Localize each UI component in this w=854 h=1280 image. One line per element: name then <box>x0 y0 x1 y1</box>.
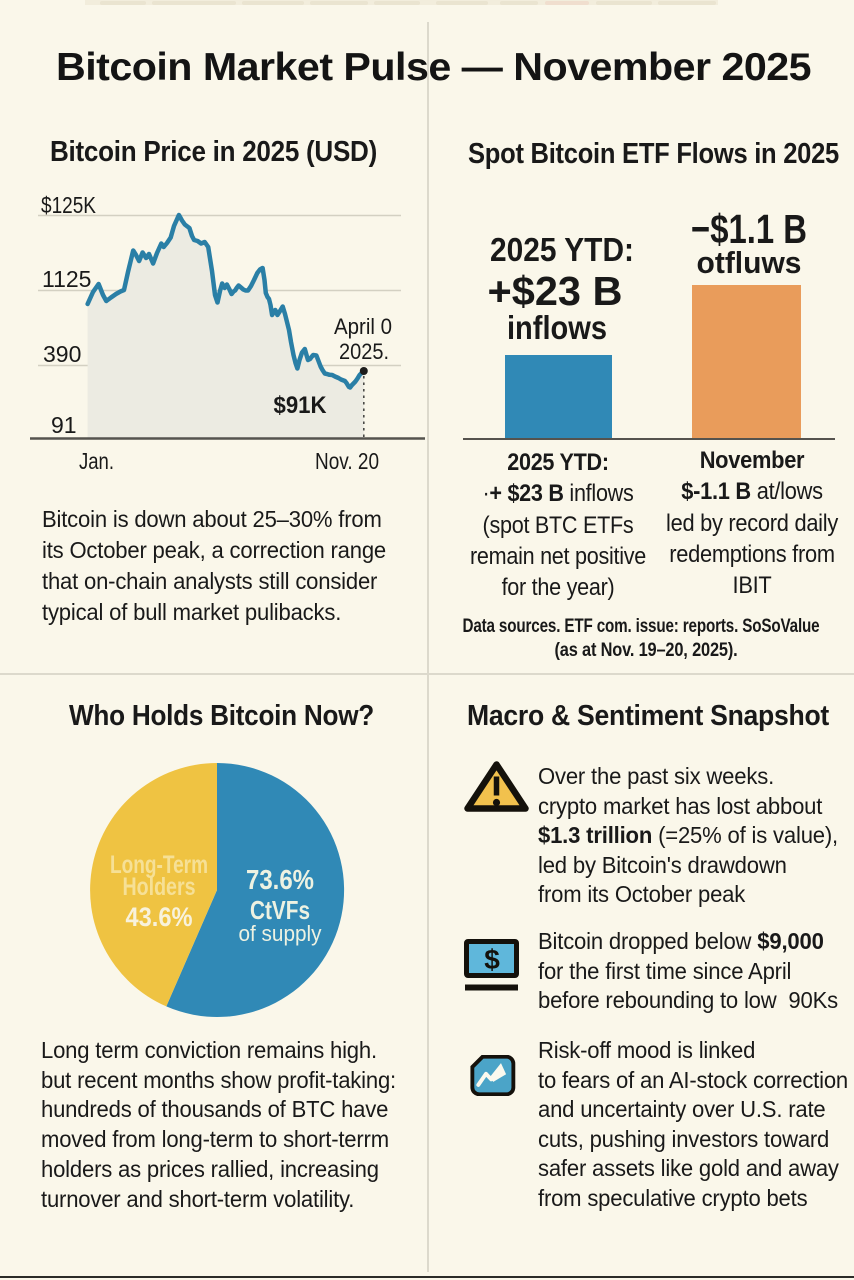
svg-text:$: $ <box>484 944 500 975</box>
